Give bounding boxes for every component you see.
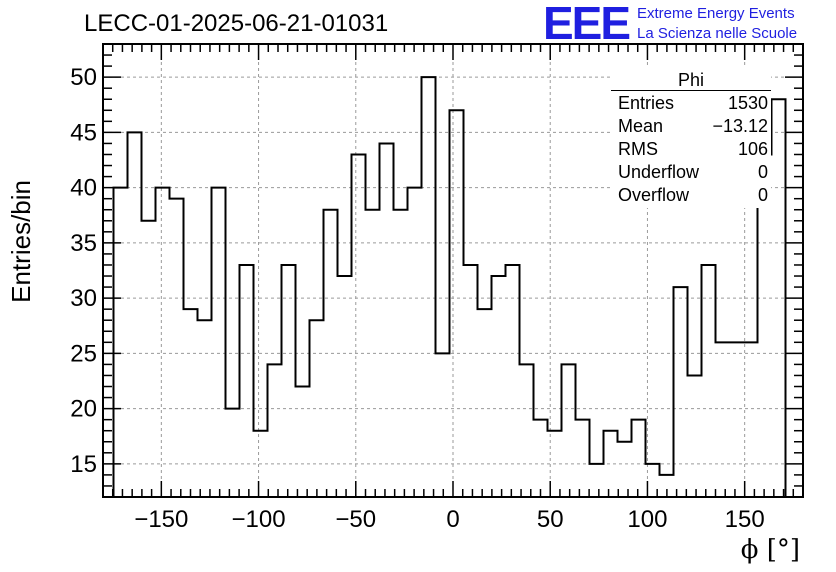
x-axis-label: ϕ [°] xyxy=(741,535,800,565)
histogram-bin xyxy=(730,342,744,497)
stats-label: Overflow xyxy=(618,185,690,205)
histogram-bin xyxy=(212,188,226,497)
stats-title: Phi xyxy=(677,70,704,90)
y-tick-label: 15 xyxy=(70,451,97,478)
y-axis-label: Entries/bin xyxy=(6,180,36,303)
histogram-bin xyxy=(618,442,632,497)
stats-row: RMS 106 xyxy=(618,139,768,161)
stats-label: Entries xyxy=(618,93,675,113)
histogram-bin xyxy=(520,364,534,497)
stats-value: 106 xyxy=(737,139,768,159)
x-tick-label: 50 xyxy=(537,506,564,533)
stats-label: Underflow xyxy=(618,162,700,182)
y-tick-label: 20 xyxy=(70,396,97,423)
histogram-bin xyxy=(450,110,464,497)
x-tick-label: 0 xyxy=(446,506,459,533)
y-tick-label: 35 xyxy=(70,230,97,257)
y-tick-label: 30 xyxy=(70,285,97,312)
histogram-bin xyxy=(506,265,520,497)
histogram-bin xyxy=(156,188,170,497)
logo-tagline-2: La Scienza nelle Scuole xyxy=(637,25,798,42)
x-tick-label: 150 xyxy=(725,506,765,533)
histogram-bin xyxy=(170,199,184,497)
histogram-bin xyxy=(744,342,758,497)
histogram-bin xyxy=(408,188,422,497)
stats-value: 0 xyxy=(757,185,768,205)
histogram-bin xyxy=(352,154,366,497)
histogram-bin xyxy=(674,287,688,497)
stats-label: Mean xyxy=(618,116,664,136)
x-tick-label: 100 xyxy=(627,506,667,533)
y-tick-label: 45 xyxy=(70,119,97,146)
stats-divider xyxy=(611,90,771,91)
stats-row: Entries 1530 xyxy=(618,93,768,115)
stats-label: RMS xyxy=(618,139,658,159)
histogram-bin xyxy=(702,265,716,497)
histogram-bin xyxy=(576,420,590,497)
histogram-bin xyxy=(142,221,156,497)
histogram-bin xyxy=(240,265,254,497)
histogram-bin xyxy=(380,143,394,497)
stats-box: Phi Entries 1530 Mean −13.12 RMS 106 Und… xyxy=(611,68,771,208)
histogram-bin xyxy=(688,375,702,497)
stats-value: −13.12 xyxy=(712,116,768,136)
histogram-bin xyxy=(114,188,128,497)
x-tick-label: −100 xyxy=(232,506,286,533)
histogram-bin xyxy=(716,342,730,497)
histogram-bin xyxy=(478,309,492,497)
x-tick-label: −150 xyxy=(134,506,188,533)
histogram-bin xyxy=(590,464,604,497)
histogram-bin xyxy=(436,353,450,497)
x-tick-label: −50 xyxy=(335,506,376,533)
stats-row: Mean −13.12 xyxy=(618,116,768,138)
chart-title: LECC-01-2025-06-21-01031 xyxy=(84,10,389,37)
histogram-bin xyxy=(632,420,646,497)
logo-tagline-1: Extreme Energy Events xyxy=(637,5,795,22)
histogram-bin xyxy=(562,364,576,497)
histogram-bin xyxy=(184,309,198,497)
histogram-bin xyxy=(422,77,436,497)
histogram-bin xyxy=(534,420,548,497)
histogram-bin xyxy=(464,265,478,497)
eee-logo: EEE xyxy=(543,0,631,49)
histogram-bin xyxy=(226,409,240,497)
stats-row: Underflow 0 xyxy=(618,162,768,184)
y-tick-label: 50 xyxy=(70,64,97,91)
histogram-bin xyxy=(268,364,282,497)
stats-value: 1530 xyxy=(727,93,768,113)
stats-value: 0 xyxy=(757,162,768,182)
y-tick-label: 25 xyxy=(70,340,97,367)
stats-row: Overflow 0 xyxy=(618,185,768,207)
y-tick-label: 40 xyxy=(70,175,97,202)
histogram-bin xyxy=(128,132,142,497)
histogram-bin xyxy=(296,387,310,497)
histogram-bin xyxy=(282,265,296,497)
histogram-outline xyxy=(112,76,787,497)
